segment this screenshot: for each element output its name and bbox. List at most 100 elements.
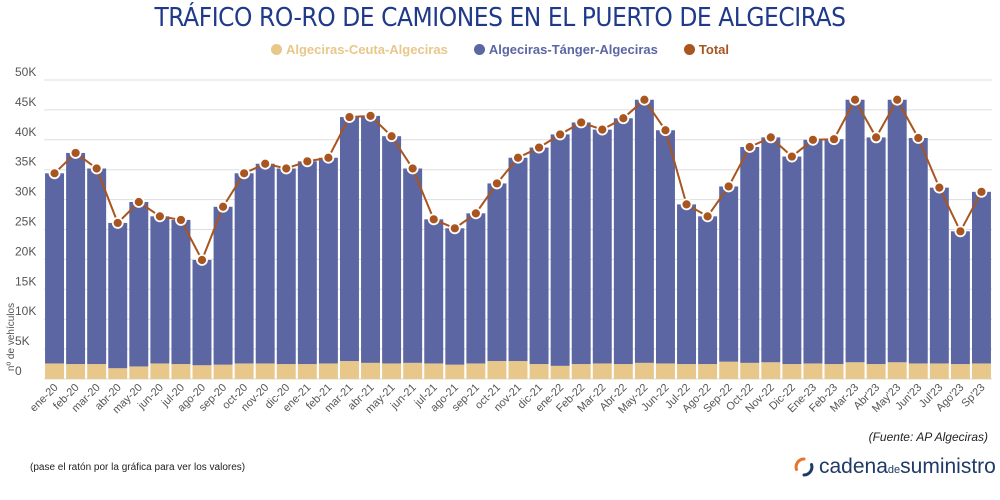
total-point[interactable]: [764, 131, 777, 144]
bar-tanger[interactable]: [339, 117, 359, 362]
bar-tanger[interactable]: [150, 216, 170, 364]
bar-ceuta[interactable]: [508, 361, 528, 379]
total-line[interactable]: [48, 93, 988, 266]
bar-tanger[interactable]: [740, 146, 760, 363]
bar-tanger[interactable]: [824, 139, 844, 365]
total-point[interactable]: [196, 254, 208, 266]
total-point[interactable]: [364, 109, 377, 122]
total-point[interactable]: [217, 200, 229, 213]
bar-ceuta[interactable]: [866, 364, 886, 379]
bar-ceuta[interactable]: [845, 362, 865, 379]
bar-tanger[interactable]: [403, 168, 423, 363]
bar-ceuta[interactable]: [234, 363, 254, 379]
bar-ceuta[interactable]: [782, 364, 802, 379]
legend-item-tanger[interactable]: Algeciras-Tánger-Algeciras: [473, 42, 658, 57]
bar-tanger[interactable]: [318, 157, 338, 364]
bar-ceuta[interactable]: [403, 362, 423, 379]
total-point[interactable]: [722, 180, 735, 193]
bar-ceuta[interactable]: [550, 365, 570, 379]
bar-ceuta[interactable]: [424, 363, 444, 379]
total-point[interactable]: [638, 93, 651, 106]
total-point[interactable]: [554, 128, 567, 141]
bar-ceuta[interactable]: [318, 363, 338, 379]
bar-ceuta[interactable]: [192, 365, 212, 379]
bar-tanger[interactable]: [845, 99, 865, 363]
bar-ceuta[interactable]: [803, 363, 823, 379]
bar-tanger[interactable]: [887, 99, 907, 363]
bar-ceuta[interactable]: [761, 362, 781, 379]
bar-ceuta[interactable]: [382, 363, 402, 379]
total-point[interactable]: [975, 185, 988, 198]
bar-ceuta[interactable]: [613, 364, 633, 379]
bar-ceuta[interactable]: [45, 363, 65, 379]
total-point[interactable]: [512, 151, 524, 164]
total-point[interactable]: [448, 222, 461, 235]
total-point[interactable]: [322, 151, 335, 164]
bar-tanger[interactable]: [529, 147, 549, 365]
total-point[interactable]: [891, 93, 904, 106]
bar-tanger[interactable]: [213, 206, 233, 365]
total-point[interactable]: [596, 123, 609, 136]
bars[interactable]: [45, 99, 991, 379]
bar-tanger[interactable]: [276, 168, 296, 365]
bar-tanger[interactable]: [550, 134, 570, 366]
bar-ceuta[interactable]: [129, 366, 149, 379]
bar-tanger[interactable]: [950, 231, 970, 365]
bar-tanger[interactable]: [803, 139, 823, 364]
total-point[interactable]: [701, 210, 714, 223]
bar-ceuta[interactable]: [908, 363, 928, 379]
total-point[interactable]: [385, 130, 398, 143]
total-point[interactable]: [238, 167, 251, 180]
total-point[interactable]: [111, 217, 124, 229]
bar-tanger[interactable]: [508, 157, 528, 362]
total-point[interactable]: [280, 162, 293, 175]
total-point[interactable]: [659, 124, 672, 137]
total-point[interactable]: [132, 196, 145, 208]
legend-item-ceuta[interactable]: Algeciras-Ceuta-Algeciras: [270, 42, 448, 57]
total-point[interactable]: [301, 155, 314, 168]
bar-ceuta[interactable]: [698, 364, 718, 379]
total-point[interactable]: [849, 93, 861, 106]
total-point[interactable]: [69, 147, 82, 159]
bar-tanger[interactable]: [297, 161, 317, 365]
bar-ceuta[interactable]: [339, 361, 359, 379]
total-point[interactable]: [469, 207, 482, 220]
bar-tanger[interactable]: [487, 183, 507, 362]
bar-ceuta[interactable]: [487, 361, 507, 379]
total-point[interactable]: [491, 177, 503, 190]
bar-tanger[interactable]: [445, 228, 465, 365]
brand-logo[interactable]: cadenadesuministro: [794, 455, 996, 479]
bar-ceuta[interactable]: [950, 364, 970, 379]
total-point[interactable]: [533, 141, 545, 154]
bar-tanger[interactable]: [866, 137, 886, 365]
bar-tanger[interactable]: [971, 191, 991, 364]
total-point[interactable]: [743, 141, 756, 153]
total-point[interactable]: [406, 162, 419, 175]
bar-ceuta[interactable]: [171, 364, 191, 379]
bar-tanger[interactable]: [782, 156, 802, 365]
bar-tanger[interactable]: [45, 173, 65, 364]
bar-tanger[interactable]: [908, 138, 928, 364]
bar-ceuta[interactable]: [719, 361, 739, 379]
bar-tanger[interactable]: [129, 201, 149, 367]
total-point[interactable]: [175, 214, 187, 226]
total-point[interactable]: [427, 213, 440, 226]
total-point[interactable]: [48, 167, 61, 180]
bar-ceuta[interactable]: [677, 364, 697, 379]
bar-tanger[interactable]: [424, 219, 444, 364]
bar-tanger[interactable]: [87, 168, 107, 365]
bar-ceuta[interactable]: [824, 364, 844, 379]
total-point[interactable]: [807, 133, 819, 146]
bar-tanger[interactable]: [613, 118, 633, 365]
total-point[interactable]: [870, 131, 883, 144]
legend-item-total[interactable]: Total: [683, 42, 729, 57]
total-point[interactable]: [153, 210, 166, 223]
bar-tanger[interactable]: [255, 163, 275, 364]
bar-ceuta[interactable]: [445, 364, 465, 379]
bar-ceuta[interactable]: [87, 364, 107, 379]
bar-ceuta[interactable]: [529, 364, 549, 379]
bar-ceuta[interactable]: [466, 363, 486, 379]
total-point[interactable]: [343, 111, 356, 123]
bar-tanger[interactable]: [761, 137, 781, 363]
